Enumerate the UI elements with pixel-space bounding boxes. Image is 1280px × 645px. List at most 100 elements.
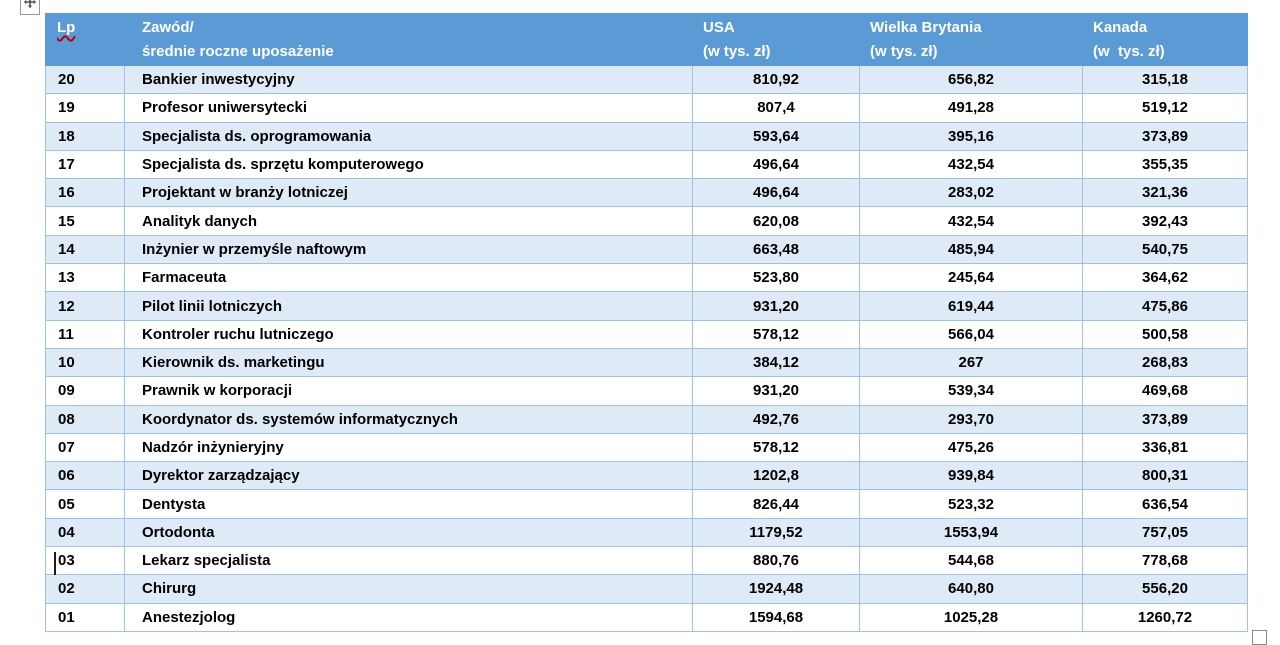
cell-usa[interactable]: 578,12 xyxy=(693,320,860,349)
cell-job[interactable]: Koordynator ds. systemów informatycznych xyxy=(125,405,693,434)
cell-usa[interactable]: 496,64 xyxy=(693,179,860,208)
cell-job[interactable]: Analityk danych xyxy=(125,207,693,236)
cell-canada[interactable]: 268,83 xyxy=(1083,348,1248,378)
cell-job[interactable]: Kierownik ds. marketingu xyxy=(125,348,693,378)
header-cell-canada[interactable]: Kanada (w tys. zł) xyxy=(1083,13,1248,66)
header-cell-lp[interactable]: Lp xyxy=(45,13,125,66)
cell-canada[interactable]: 636,54 xyxy=(1083,490,1248,519)
cell-canada[interactable]: 373,89 xyxy=(1083,122,1248,151)
header-cell-job[interactable]: Zawód/ średnie roczne uposażenie xyxy=(125,13,693,66)
cell-job[interactable]: Inżynier w przemyśle naftowym xyxy=(125,235,693,265)
cell-lp[interactable]: 13 xyxy=(45,264,125,293)
cell-job[interactable]: Specjalista ds. sprzętu komputerowego xyxy=(125,150,693,180)
cell-lp[interactable]: 15 xyxy=(45,207,125,236)
cell-uk[interactable]: 640,80 xyxy=(860,575,1083,604)
cell-canada[interactable]: 1260,72 xyxy=(1083,603,1248,632)
cell-canada[interactable]: 336,81 xyxy=(1083,433,1248,463)
cell-uk[interactable]: 523,32 xyxy=(860,490,1083,519)
cell-canada[interactable]: 475,86 xyxy=(1083,292,1248,321)
cell-job[interactable]: Prawnik w korporacji xyxy=(125,377,693,406)
cell-usa[interactable]: 492,76 xyxy=(693,405,860,434)
table-resize-handle[interactable] xyxy=(1252,630,1267,645)
cell-lp[interactable]: 14 xyxy=(45,235,125,265)
cell-uk[interactable]: 432,54 xyxy=(860,207,1083,236)
cell-canada[interactable]: 364,62 xyxy=(1083,264,1248,293)
cell-canada[interactable]: 500,58 xyxy=(1083,320,1248,349)
cell-job[interactable]: Kontroler ruchu lutniczego xyxy=(125,320,693,349)
cell-job[interactable]: Specjalista ds. oprogramowania xyxy=(125,122,693,151)
cell-uk[interactable]: 245,64 xyxy=(860,264,1083,293)
cell-usa[interactable]: 663,48 xyxy=(693,235,860,265)
cell-canada[interactable]: 556,20 xyxy=(1083,575,1248,604)
cell-usa[interactable]: 1924,48 xyxy=(693,575,860,604)
cell-lp[interactable]: 04 xyxy=(45,518,125,548)
cell-usa[interactable]: 578,12 xyxy=(693,433,860,463)
cell-lp[interactable]: 18 xyxy=(45,122,125,151)
cell-canada[interactable]: 392,43 xyxy=(1083,207,1248,236)
cell-lp[interactable]: 02 xyxy=(45,575,125,604)
cell-uk[interactable]: 293,70 xyxy=(860,405,1083,434)
cell-lp[interactable]: 07 xyxy=(45,433,125,463)
cell-usa[interactable]: 384,12 xyxy=(693,348,860,378)
cell-job[interactable]: Dyrektor zarządzający xyxy=(125,462,693,491)
table-move-handle[interactable] xyxy=(20,0,40,15)
cell-canada[interactable]: 355,35 xyxy=(1083,150,1248,180)
cell-uk[interactable]: 485,94 xyxy=(860,235,1083,265)
cell-uk[interactable]: 1025,28 xyxy=(860,603,1083,632)
cell-usa[interactable]: 931,20 xyxy=(693,292,860,321)
cell-usa[interactable]: 1202,8 xyxy=(693,462,860,491)
cell-lp[interactable]: 12 xyxy=(45,292,125,321)
cell-uk[interactable]: 619,44 xyxy=(860,292,1083,321)
cell-lp[interactable]: 01 xyxy=(45,603,125,632)
cell-job[interactable]: Farmaceuta xyxy=(125,264,693,293)
cell-job[interactable]: Dentysta xyxy=(125,490,693,519)
cell-lp[interactable]: 16 xyxy=(45,179,125,208)
cell-canada[interactable]: 469,68 xyxy=(1083,377,1248,406)
cell-usa[interactable]: 810,92 xyxy=(693,66,860,95)
cell-usa[interactable]: 826,44 xyxy=(693,490,860,519)
cell-uk[interactable]: 656,82 xyxy=(860,66,1083,95)
cell-usa[interactable]: 593,64 xyxy=(693,122,860,151)
cell-job[interactable]: Pilot linii lotniczych xyxy=(125,292,693,321)
cell-uk[interactable]: 566,04 xyxy=(860,320,1083,349)
cell-canada[interactable]: 757,05 xyxy=(1083,518,1248,548)
cell-job[interactable]: Profesor uniwersytecki xyxy=(125,94,693,123)
cell-uk[interactable]: 395,16 xyxy=(860,122,1083,151)
cell-uk[interactable]: 491,28 xyxy=(860,94,1083,123)
cell-job[interactable]: Anestezjolog xyxy=(125,603,693,632)
cell-lp[interactable]: 03 xyxy=(45,547,125,576)
cell-job[interactable]: Chirurg xyxy=(125,575,693,604)
cell-usa[interactable]: 1179,52 xyxy=(693,518,860,548)
cell-lp[interactable]: 20 xyxy=(45,66,125,95)
header-cell-uk[interactable]: Wielka Brytania (w tys. zł) xyxy=(860,13,1083,66)
cell-usa[interactable]: 1594,68 xyxy=(693,603,860,632)
cell-uk[interactable]: 432,54 xyxy=(860,150,1083,180)
cell-usa[interactable]: 807,4 xyxy=(693,94,860,123)
header-cell-usa[interactable]: USA (w tys. zł) xyxy=(693,13,860,66)
cell-canada[interactable]: 321,36 xyxy=(1083,179,1248,208)
cell-uk[interactable]: 267 xyxy=(860,348,1083,378)
cell-canada[interactable]: 778,68 xyxy=(1083,547,1248,576)
cell-uk[interactable]: 539,34 xyxy=(860,377,1083,406)
cell-job[interactable]: Bankier inwestycyjny xyxy=(125,66,693,95)
cell-usa[interactable]: 931,20 xyxy=(693,377,860,406)
cell-canada[interactable]: 373,89 xyxy=(1083,405,1248,434)
cell-usa[interactable]: 880,76 xyxy=(693,547,860,576)
cell-lp[interactable]: 17 xyxy=(45,150,125,180)
cell-usa[interactable]: 523,80 xyxy=(693,264,860,293)
cell-lp[interactable]: 11 xyxy=(45,320,125,349)
cell-canada[interactable]: 800,31 xyxy=(1083,462,1248,491)
cell-canada[interactable]: 540,75 xyxy=(1083,235,1248,265)
cell-uk[interactable]: 283,02 xyxy=(860,179,1083,208)
cell-lp[interactable]: 19 xyxy=(45,94,125,123)
cell-uk[interactable]: 1553,94 xyxy=(860,518,1083,548)
cell-usa[interactable]: 620,08 xyxy=(693,207,860,236)
cell-canada[interactable]: 315,18 xyxy=(1083,66,1248,95)
cell-job[interactable]: Lekarz specjalista xyxy=(125,547,693,576)
cell-lp[interactable]: 05 xyxy=(45,490,125,519)
cell-uk[interactable]: 475,26 xyxy=(860,433,1083,463)
cell-job[interactable]: Nadzór inżynieryjny xyxy=(125,433,693,463)
cell-usa[interactable]: 496,64 xyxy=(693,150,860,180)
cell-canada[interactable]: 519,12 xyxy=(1083,94,1248,123)
cell-uk[interactable]: 544,68 xyxy=(860,547,1083,576)
